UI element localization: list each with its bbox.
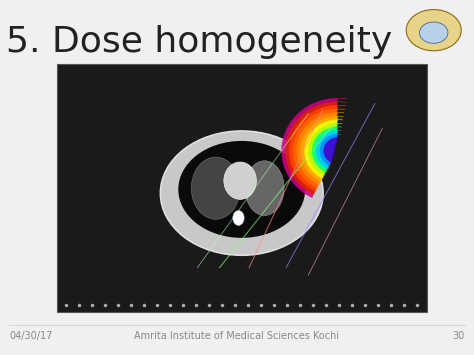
- Text: 5. Dose homogeneity: 5. Dose homogeneity: [6, 25, 392, 59]
- Ellipse shape: [191, 157, 240, 219]
- Polygon shape: [304, 120, 343, 179]
- Ellipse shape: [224, 162, 256, 200]
- Circle shape: [419, 22, 448, 43]
- Circle shape: [406, 10, 461, 51]
- Polygon shape: [301, 116, 344, 182]
- Polygon shape: [320, 134, 341, 166]
- Text: 04/30/17: 04/30/17: [9, 331, 53, 341]
- Polygon shape: [324, 138, 340, 163]
- Polygon shape: [297, 113, 344, 185]
- Polygon shape: [316, 130, 341, 169]
- Ellipse shape: [160, 131, 323, 255]
- Polygon shape: [289, 105, 346, 191]
- Ellipse shape: [233, 211, 244, 225]
- Polygon shape: [293, 109, 345, 188]
- Text: Amrita Institute of Medical Sciences Kochi: Amrita Institute of Medical Sciences Koc…: [135, 331, 339, 341]
- Bar: [57, 64, 427, 312]
- Ellipse shape: [245, 161, 284, 215]
- Ellipse shape: [178, 141, 305, 238]
- Polygon shape: [312, 127, 342, 172]
- Polygon shape: [282, 98, 346, 198]
- Polygon shape: [309, 123, 343, 175]
- Text: 30: 30: [452, 331, 465, 341]
- Polygon shape: [285, 102, 346, 195]
